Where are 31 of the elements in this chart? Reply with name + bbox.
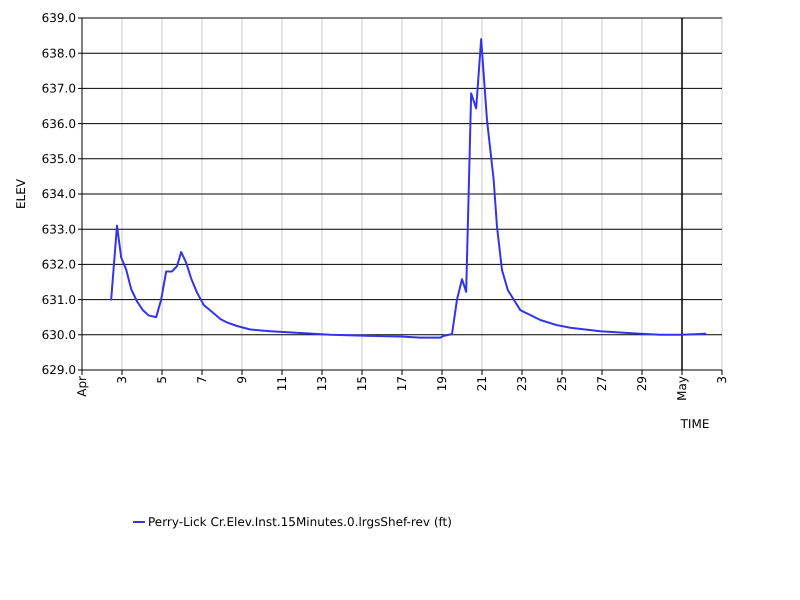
y-tick-label: 630.0 <box>42 328 76 342</box>
x-tick-label: May <box>675 376 690 401</box>
legend-label: Perry-Lick Cr.Elev.Inst.15Minutes.0.lrgsShef-rev (ft) <box>148 515 452 530</box>
x-tick-label: 25 <box>555 376 570 392</box>
x-tick-label: 11 <box>275 376 290 392</box>
x-tick-label: 9 <box>235 376 250 384</box>
y-tick-label: 634.0 <box>42 187 76 202</box>
y-tick-label: 636.0 <box>42 116 76 131</box>
y-tick-label: 632.0 <box>42 258 76 272</box>
y-tick-label: 635.0 <box>42 152 76 166</box>
x-tick-label: 17 <box>395 376 410 392</box>
x-tick-label: 29 <box>635 376 650 392</box>
x-tick-label: 23 <box>515 376 530 392</box>
x-tick-label: 13 <box>315 376 330 392</box>
x-tick-label: 5 <box>155 376 170 384</box>
x-tick-label: 3 <box>715 376 730 384</box>
y-tick-label: 629.0 <box>42 363 76 378</box>
y-tick-label: 633.0 <box>42 222 76 236</box>
x-tick-label: 7 <box>195 376 210 384</box>
x-tick-label: 3 <box>115 376 130 384</box>
x-axis-title: TIME <box>680 417 710 431</box>
y-tick-label: 637.0 <box>42 82 76 96</box>
x-tick-label: 21 <box>475 376 490 392</box>
x-tick-label: Apr <box>75 376 90 397</box>
y-tick-label: 639.0 <box>42 11 76 26</box>
y-axis-title: ELEV <box>14 178 28 210</box>
x-tick-label: 27 <box>595 376 610 392</box>
y-tick-label: 638.0 <box>42 46 76 60</box>
x-tick-label: 19 <box>435 376 450 392</box>
y-tick-label: 631.0 <box>42 292 76 307</box>
x-tick-label: 15 <box>355 376 370 392</box>
